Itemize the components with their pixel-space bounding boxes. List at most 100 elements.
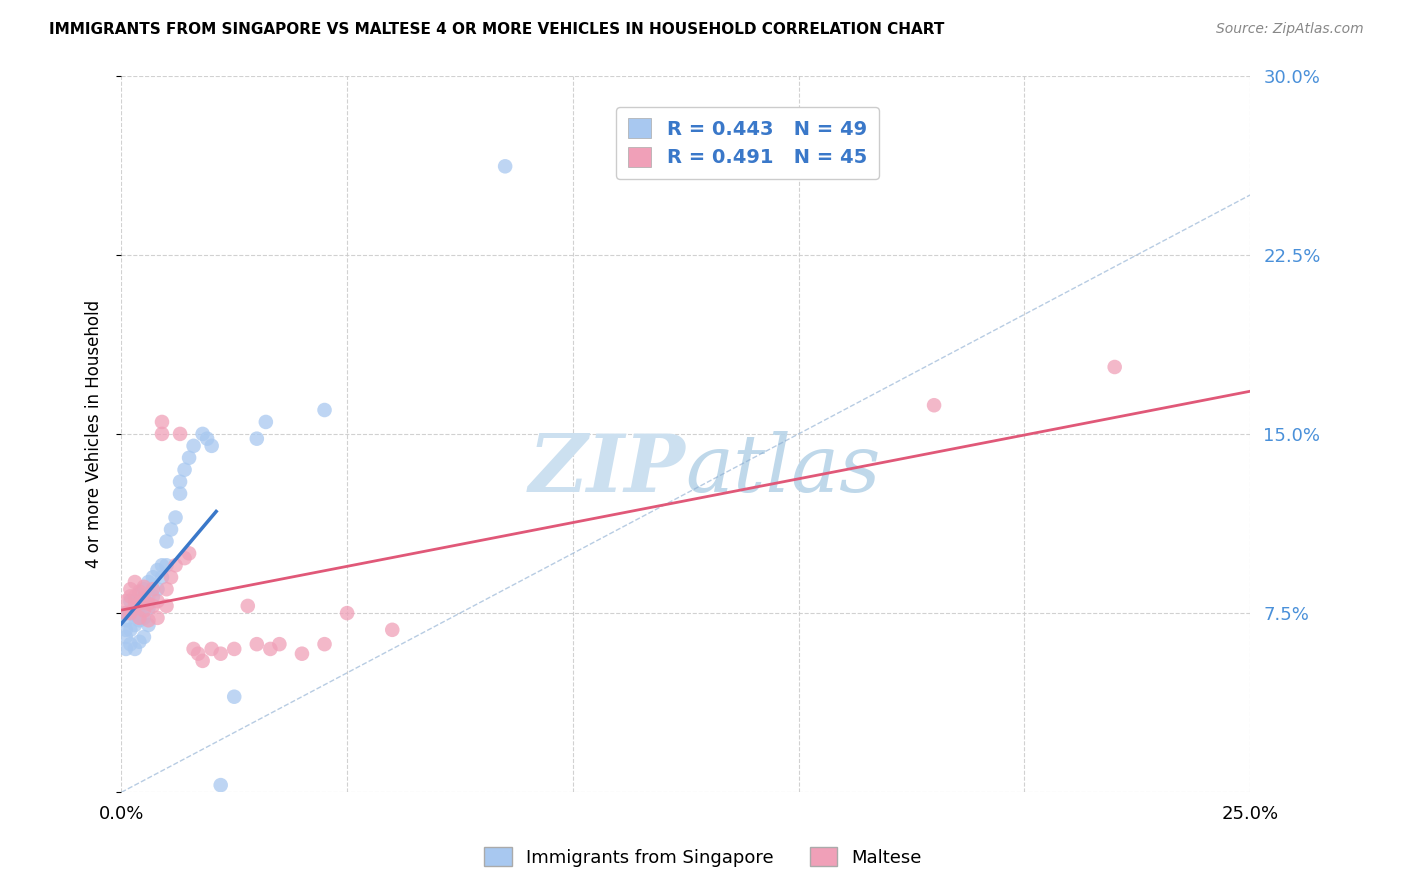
Point — [115, 623, 138, 637]
Point — [209, 778, 232, 792]
Point — [132, 611, 155, 625]
Point — [138, 613, 160, 627]
Point — [173, 463, 195, 477]
Point — [494, 159, 516, 173]
Point — [169, 426, 191, 441]
Point — [224, 642, 246, 657]
Point — [155, 558, 177, 573]
Point — [187, 647, 209, 661]
Point — [115, 606, 138, 620]
Point — [132, 597, 155, 611]
Point — [150, 415, 173, 429]
Point — [128, 599, 150, 613]
Legend: Immigrants from Singapore, Maltese: Immigrants from Singapore, Maltese — [477, 840, 929, 874]
Point — [124, 618, 146, 632]
Point — [115, 606, 138, 620]
Point — [165, 510, 187, 524]
Point — [120, 637, 142, 651]
Point — [201, 439, 224, 453]
Point — [314, 637, 336, 651]
Point — [115, 642, 138, 657]
Point — [124, 642, 146, 657]
Point — [224, 690, 246, 704]
Point — [165, 558, 187, 573]
Point — [246, 637, 269, 651]
Point — [183, 439, 205, 453]
Point — [155, 582, 177, 597]
Point — [336, 606, 359, 620]
Point — [128, 611, 150, 625]
Point — [150, 558, 173, 573]
Text: IMMIGRANTS FROM SINGAPORE VS MALTESE 4 OR MORE VEHICLES IN HOUSEHOLD CORRELATION: IMMIGRANTS FROM SINGAPORE VS MALTESE 4 O… — [49, 22, 945, 37]
Point — [150, 570, 173, 584]
Point — [381, 623, 404, 637]
Point — [195, 432, 218, 446]
Point — [115, 613, 138, 627]
Point — [138, 597, 160, 611]
Point — [115, 630, 138, 644]
Point — [124, 599, 146, 613]
Point — [128, 587, 150, 601]
Point — [146, 582, 169, 597]
Point — [169, 475, 191, 489]
Point — [128, 613, 150, 627]
Point — [254, 415, 277, 429]
Point — [146, 594, 169, 608]
Point — [155, 534, 177, 549]
Point — [155, 599, 177, 613]
Point — [120, 590, 142, 604]
Point — [160, 523, 183, 537]
Point — [150, 426, 173, 441]
Point — [1104, 359, 1126, 374]
Point — [146, 611, 169, 625]
Point — [173, 551, 195, 566]
Point — [132, 604, 155, 618]
Point — [201, 642, 224, 657]
Text: Source: ZipAtlas.com: Source: ZipAtlas.com — [1216, 22, 1364, 37]
Y-axis label: 4 or more Vehicles in Household: 4 or more Vehicles in Household — [86, 300, 103, 568]
Point — [120, 606, 142, 620]
Point — [160, 570, 183, 584]
Point — [128, 584, 150, 599]
Point — [128, 634, 150, 648]
Point — [128, 597, 150, 611]
Point — [922, 398, 945, 412]
Point — [142, 590, 165, 604]
Point — [142, 599, 165, 613]
Point — [138, 590, 160, 604]
Text: atlas: atlas — [686, 431, 882, 508]
Point — [246, 432, 269, 446]
Point — [146, 563, 169, 577]
Point — [132, 582, 155, 597]
Point — [120, 594, 142, 608]
Point — [177, 450, 200, 465]
Point — [124, 606, 146, 620]
Point — [124, 594, 146, 608]
Point — [124, 575, 146, 590]
Point — [169, 486, 191, 500]
Point — [132, 580, 155, 594]
Point — [142, 582, 165, 597]
Point — [291, 647, 314, 661]
Point — [132, 630, 155, 644]
Point — [269, 637, 291, 651]
Point — [138, 601, 160, 615]
Text: ZIP: ZIP — [529, 431, 686, 508]
Point — [142, 570, 165, 584]
Point — [314, 403, 336, 417]
Point — [183, 642, 205, 657]
Point — [259, 642, 281, 657]
Point — [120, 582, 142, 597]
Point — [191, 426, 214, 441]
Point — [177, 546, 200, 560]
Point — [191, 654, 214, 668]
Point — [138, 618, 160, 632]
Point — [138, 575, 160, 590]
Point — [120, 623, 142, 637]
Point — [115, 594, 138, 608]
Point — [132, 591, 155, 606]
Legend: R = 0.443   N = 49, R = 0.491   N = 45: R = 0.443 N = 49, R = 0.491 N = 45 — [616, 107, 879, 179]
Point — [120, 606, 142, 620]
Point — [236, 599, 259, 613]
Point — [124, 590, 146, 604]
